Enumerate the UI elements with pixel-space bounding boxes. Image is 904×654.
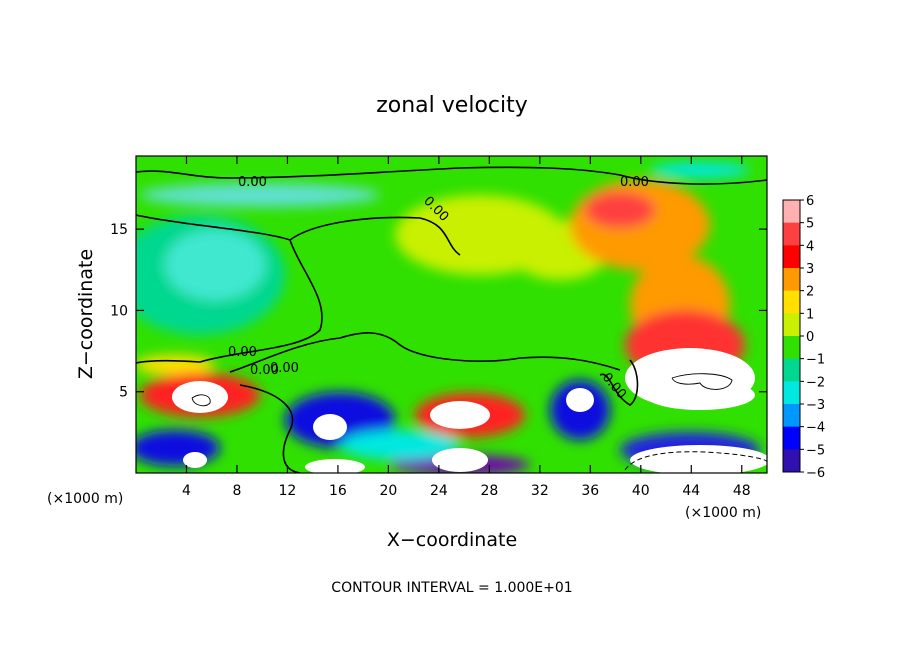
colorbar-swatch bbox=[783, 336, 800, 360]
colorbar-tick-label: 0 bbox=[806, 330, 814, 345]
x-axis-ticks: 4 8 12 16 20 24 28 32 36 40 44 48 bbox=[182, 156, 751, 499]
contour-label: 0.00 bbox=[250, 363, 279, 378]
region-white-right-lower bbox=[645, 380, 755, 410]
region-white-bottom-center bbox=[305, 459, 365, 473]
colorbar-tick-label: 4 bbox=[806, 239, 814, 254]
region-white-left-blob bbox=[313, 414, 347, 440]
y-axis-label: Z−coordinate bbox=[75, 249, 97, 379]
region-white-mid bbox=[430, 401, 490, 429]
contour-zero-main bbox=[136, 214, 323, 364]
contour-zero-top bbox=[136, 166, 767, 185]
chart-title: zonal velocity bbox=[376, 93, 528, 118]
contour-zero-mid bbox=[229, 332, 621, 373]
x-axis-label: X−coordinate bbox=[387, 529, 517, 551]
contour-label: 0.00 bbox=[228, 345, 257, 360]
contour-interval-note: CONTOUR INTERVAL = 1.000E+01 bbox=[331, 580, 572, 596]
colorbar-tick-label: −4 bbox=[806, 421, 825, 436]
colorbar-tick-label: 1 bbox=[806, 307, 814, 322]
x-tick-label: 20 bbox=[379, 483, 397, 499]
colorbar-swatch bbox=[783, 200, 800, 224]
region-white-right-blob bbox=[566, 388, 594, 412]
colorbar-tick-label: −2 bbox=[806, 375, 825, 390]
colorbar-swatch bbox=[783, 426, 800, 450]
x-tick-label: 40 bbox=[632, 483, 650, 499]
colorbar-swatch bbox=[783, 358, 800, 382]
region-white-lower-left bbox=[172, 381, 228, 413]
colorbar-tick-label: −1 bbox=[806, 353, 825, 368]
colorbar: 6 5 4 3 2 1 0 −1 −2 −3 −4 −5 −6 bbox=[782, 194, 825, 481]
x-tick-label: 4 bbox=[182, 483, 191, 499]
region-cyan-core bbox=[165, 230, 265, 300]
colorbar-swatch bbox=[783, 268, 800, 292]
plot-frame bbox=[135, 155, 768, 474]
colorbar-tick-label: −3 bbox=[806, 398, 825, 413]
colorbar-tick-label: −6 bbox=[806, 466, 825, 481]
colorbar-swatch bbox=[783, 404, 800, 428]
colorbar-swatch bbox=[783, 313, 800, 337]
colorbar-tick-label: 6 bbox=[806, 194, 814, 209]
y-axis-ticks: 5 10 15 bbox=[110, 222, 767, 401]
colorbar-swatch bbox=[783, 222, 800, 246]
x-tick-label: 32 bbox=[531, 483, 549, 499]
x-tick-label: 44 bbox=[682, 483, 700, 499]
region-white-bottom-right bbox=[630, 445, 767, 473]
x-tick-label: 48 bbox=[733, 483, 751, 499]
x-tick-label: 8 bbox=[232, 483, 241, 499]
contour-small-lower-left bbox=[191, 394, 211, 407]
x-tick-label: 16 bbox=[329, 483, 347, 499]
region-cyan-bottom-mid bbox=[340, 430, 460, 460]
colorbar-tick-label: 3 bbox=[806, 262, 814, 277]
colorbar-swatch bbox=[783, 449, 800, 473]
y-tick-label: 10 bbox=[110, 303, 128, 319]
colorbar-tick-label: 5 bbox=[806, 217, 814, 232]
x-axis-unit: (×1000 m) bbox=[685, 505, 761, 521]
contour-zero-lower bbox=[239, 384, 301, 473]
colorbar-swatch bbox=[783, 381, 800, 405]
heatmap-field bbox=[136, 156, 767, 473]
contour-label: 0.00 bbox=[238, 175, 267, 190]
x-tick-label: 36 bbox=[581, 483, 599, 499]
colorbar-tick-label: 2 bbox=[806, 285, 814, 300]
contour-label: 0.00 bbox=[270, 361, 299, 376]
region-white-bottom-left bbox=[183, 452, 207, 468]
contour-label: 0.00 bbox=[620, 175, 649, 190]
contour-lines bbox=[136, 166, 767, 473]
region-cyan-band-top bbox=[140, 183, 380, 207]
x-tick-label: 24 bbox=[430, 483, 448, 499]
region-cyan-top-right bbox=[650, 162, 750, 178]
contour-zero-right bbox=[599, 359, 639, 406]
contour-zero-inner bbox=[289, 216, 461, 256]
region-yellow-lower-left bbox=[136, 355, 215, 375]
y-axis-unit: (×1000 m) bbox=[47, 491, 123, 507]
colorbar-tick-label: −5 bbox=[806, 443, 825, 458]
region-red-upper-right bbox=[585, 192, 655, 228]
x-tick-label: 28 bbox=[480, 483, 498, 499]
y-tick-label: 5 bbox=[119, 385, 128, 401]
colorbar-swatch bbox=[783, 245, 800, 269]
region-white-bottom-mid bbox=[432, 448, 488, 472]
x-tick-label: 12 bbox=[279, 483, 297, 499]
y-tick-label: 15 bbox=[110, 222, 128, 238]
colorbar-swatch bbox=[783, 290, 800, 314]
contour-inner-right bbox=[671, 373, 733, 390]
